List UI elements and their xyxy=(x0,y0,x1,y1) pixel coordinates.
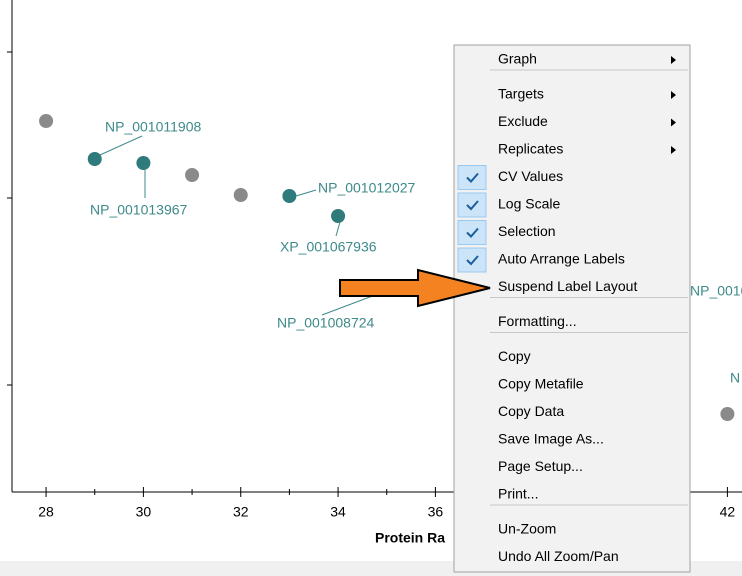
x-axis-title: Protein Ra xyxy=(375,530,445,546)
menu-item[interactable]: Un-Zoom xyxy=(498,521,556,537)
point-label: NP_001011908 xyxy=(105,119,201,135)
x-tick-label: 30 xyxy=(136,504,152,520)
menu-item[interactable]: Undo All Zoom/Pan xyxy=(498,548,619,564)
menu-item[interactable]: Auto Arrange Labels xyxy=(498,251,625,267)
label-leader xyxy=(321,294,376,316)
submenu-arrow xyxy=(671,118,676,127)
context-menu: Graph Targets Exclude Replicates CV Values Lo… xyxy=(453,44,691,573)
point-label: NP_001008724 xyxy=(277,315,375,331)
submenu-arrow xyxy=(671,146,676,154)
check-box xyxy=(457,220,487,245)
menu-item[interactable]: Replicates xyxy=(498,141,563,157)
menu-item[interactable]: Suspend Label Layout xyxy=(498,278,637,294)
check-mark xyxy=(466,172,479,183)
check-box xyxy=(457,247,487,273)
menu-panel xyxy=(453,44,691,573)
menu-item[interactable]: Copy xyxy=(498,348,531,364)
menu-item[interactable]: Copy Metafile xyxy=(498,376,584,392)
point-label: NP_001012027 xyxy=(318,180,416,196)
submenu-arrow xyxy=(671,56,676,64)
point xyxy=(39,114,54,128)
menu-item[interactable]: Targets xyxy=(498,86,544,102)
point-label: NP_001013967 xyxy=(90,202,188,218)
menu-item[interactable]: Print... xyxy=(498,486,538,502)
check-mark xyxy=(466,255,479,266)
submenu-arrow xyxy=(671,91,676,99)
point xyxy=(233,188,248,202)
x-tick-label: 32 xyxy=(233,504,249,520)
menu-item[interactable]: Page Setup... xyxy=(498,458,583,474)
label-leader xyxy=(99,135,143,156)
menu-item[interactable]: Log Scale xyxy=(498,196,560,212)
menu-item[interactable]: Formatting... xyxy=(498,313,577,329)
point xyxy=(185,168,200,182)
point xyxy=(331,209,346,223)
point xyxy=(720,407,735,421)
label-leader xyxy=(295,189,317,197)
menu-item[interactable]: Exclude xyxy=(498,113,548,129)
menu-item[interactable]: Graph xyxy=(498,51,537,67)
point-label: NP_0010573 xyxy=(690,283,742,299)
menu-item[interactable]: Copy Data xyxy=(498,403,564,419)
point-label: XP_001067936 xyxy=(280,239,377,255)
check-box xyxy=(457,192,487,218)
menu-item[interactable]: Save Image As... xyxy=(498,431,604,447)
point xyxy=(87,152,102,166)
check-mark xyxy=(466,227,479,238)
point-label: N xyxy=(730,370,740,386)
label-leader xyxy=(335,221,341,237)
x-tick-label: 42 xyxy=(720,504,736,520)
x-tick-label: 28 xyxy=(38,504,54,520)
menu-item[interactable]: CV Values xyxy=(498,168,563,184)
x-tick-label: 36 xyxy=(428,504,444,520)
arrow xyxy=(339,268,491,308)
point xyxy=(136,156,151,170)
check-mark xyxy=(466,200,479,211)
x-tick-label: 34 xyxy=(330,504,346,520)
menu-item[interactable]: Selection xyxy=(498,223,556,239)
check-box xyxy=(457,165,487,190)
point xyxy=(282,189,297,203)
